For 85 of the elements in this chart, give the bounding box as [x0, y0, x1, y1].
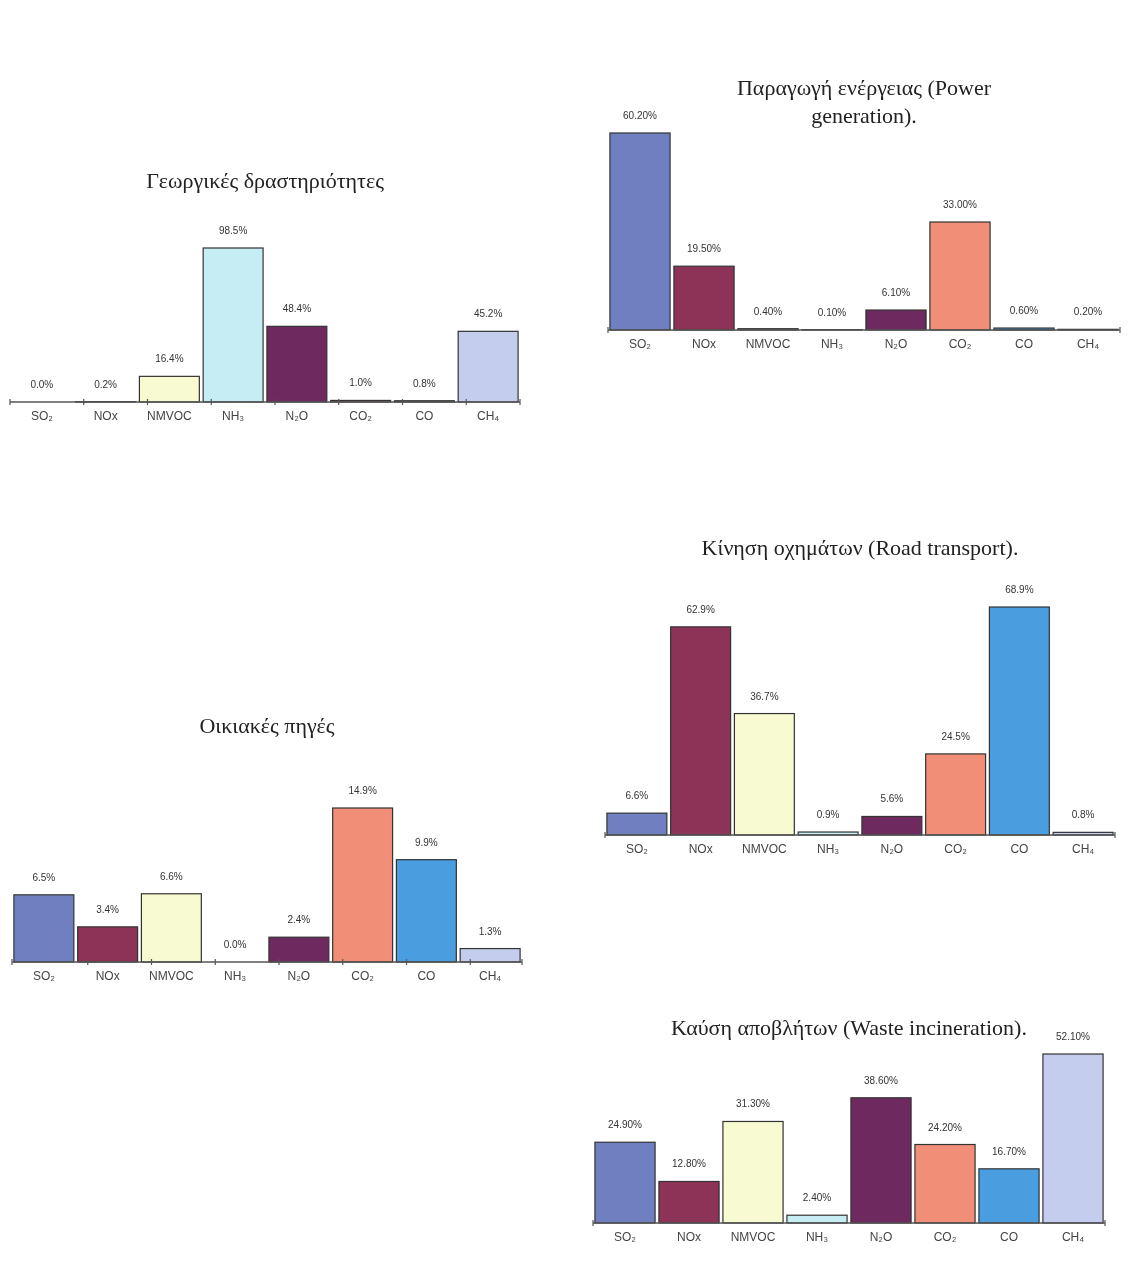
data-label: 0.0%: [30, 379, 54, 390]
data-label: 6.6%: [159, 870, 183, 882]
x-tick-label: N₂O: [884, 337, 908, 351]
x-tick-label: NMVOC: [745, 337, 791, 351]
x-tick-label: CO₂: [351, 969, 375, 983]
x-tick-label: CH₄: [1061, 1230, 1085, 1244]
x-tick-label: NMVOC: [730, 1230, 776, 1244]
x-tick-label: NOx: [692, 337, 716, 351]
x-tick-label: CO₂: [933, 1230, 957, 1244]
x-tick-label: CH₄: [1072, 842, 1095, 856]
data-label: 68.9%: [1005, 584, 1034, 595]
data-label: 2.4%: [287, 914, 311, 926]
x-tick-label: SO₂: [614, 1230, 637, 1244]
x-tick-label: N₂O: [285, 409, 309, 423]
data-label: 0.10%: [817, 306, 847, 318]
data-label: 19.50%: [687, 243, 722, 255]
x-tick-label: NH₃: [222, 409, 245, 423]
data-label: 52.10%: [1056, 1031, 1091, 1042]
x-tick-label: NH₃: [224, 969, 247, 983]
x-tick-label: CO₂: [948, 337, 972, 351]
x-tick-label: NH₃: [820, 337, 844, 351]
x-tick-label: NMVOC: [742, 842, 788, 856]
data-label: 24.90%: [608, 1119, 643, 1131]
data-label: 24.20%: [928, 1121, 963, 1133]
data-label: 0.40%: [753, 305, 783, 317]
data-label: 5.6%: [880, 793, 904, 805]
data-label: 60.20%: [623, 110, 658, 121]
data-label: 98.5%: [218, 225, 248, 236]
x-tick-label: CH₄: [479, 969, 502, 983]
x-tick-label: N₂O: [880, 842, 904, 856]
x-tick-label: SO₂: [32, 969, 56, 983]
x-tick-label: CO: [1000, 1230, 1018, 1244]
x-tick-label: CH₄: [1076, 337, 1100, 351]
x-tick-label: N₂O: [287, 969, 311, 983]
data-label: 48.4%: [282, 303, 312, 315]
x-tick-label: CH₄: [477, 409, 500, 423]
data-label: 14.9%: [348, 785, 377, 796]
x-tick-label: CO: [1015, 337, 1033, 351]
data-label: 45.2%: [473, 308, 503, 320]
data-label: 33.00%: [943, 199, 978, 211]
data-label: 0.2%: [94, 378, 118, 390]
data-label: 1.0%: [349, 377, 373, 389]
x-tick-label: NH₃: [805, 1230, 829, 1244]
data-label: 24.5%: [941, 730, 970, 742]
data-label: 3.4%: [96, 903, 120, 915]
x-tick-label: SO₂: [30, 409, 54, 423]
data-label: 0.9%: [816, 809, 840, 821]
data-label: 0.0%: [223, 939, 247, 950]
x-tick-label: NOx: [95, 969, 120, 983]
x-tick-label: NOx: [677, 1230, 701, 1244]
data-label: 1.3%: [478, 925, 502, 937]
data-label: 0.60%: [1009, 305, 1039, 317]
data-label: 62.9%: [686, 603, 715, 615]
chart-title: Καύση αποβλήτων (Waste incineration).: [671, 1015, 1027, 1040]
data-label: 0.8%: [412, 377, 436, 389]
data-label: 6.6%: [625, 790, 649, 802]
x-tick-label: SO₂: [629, 337, 652, 351]
x-tick-label: CO: [417, 969, 436, 983]
chart-title: Κίνηση οχημάτων (Road transport).: [701, 535, 1019, 560]
x-tick-label: NOx: [688, 842, 713, 856]
data-label: 31.30%: [736, 1098, 771, 1110]
chart-title: Οικιακές πηγές: [199, 713, 335, 738]
data-label: 12.80%: [672, 1158, 707, 1170]
x-tick-label: SO₂: [625, 842, 649, 856]
x-tick-label: CO₂: [944, 842, 968, 856]
x-tick-label: NH₃: [817, 842, 840, 856]
x-tick-label: CO₂: [349, 409, 373, 423]
x-tick-label: NOx: [93, 409, 118, 423]
x-tick-label: NMVOC: [147, 409, 193, 423]
x-tick-label: NMVOC: [149, 969, 195, 983]
data-label: 6.10%: [881, 287, 911, 299]
data-label: 2.40%: [802, 1192, 832, 1204]
x-tick-label: CO: [1010, 842, 1029, 856]
data-label: 0.8%: [1071, 809, 1095, 821]
chart-title: Γεωργικές δραστηριότητες: [146, 168, 385, 193]
data-label: 38.60%: [864, 1074, 899, 1086]
data-label: 36.7%: [750, 690, 779, 702]
data-label: 9.9%: [414, 836, 438, 848]
data-label: 6.5%: [32, 871, 56, 883]
data-label: 0.20%: [1073, 306, 1103, 318]
x-tick-label: N₂O: [869, 1230, 893, 1244]
data-label: 16.4%: [155, 353, 184, 365]
chart-title: Παραγωγή ενέργειας (Power generation).: [736, 75, 992, 128]
data-label: 16.70%: [992, 1145, 1027, 1157]
x-tick-label: CO: [415, 409, 434, 423]
